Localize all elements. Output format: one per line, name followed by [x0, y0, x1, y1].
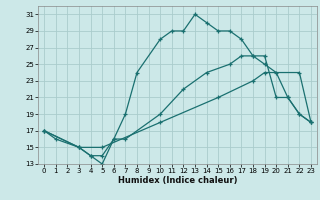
X-axis label: Humidex (Indice chaleur): Humidex (Indice chaleur): [118, 176, 237, 185]
